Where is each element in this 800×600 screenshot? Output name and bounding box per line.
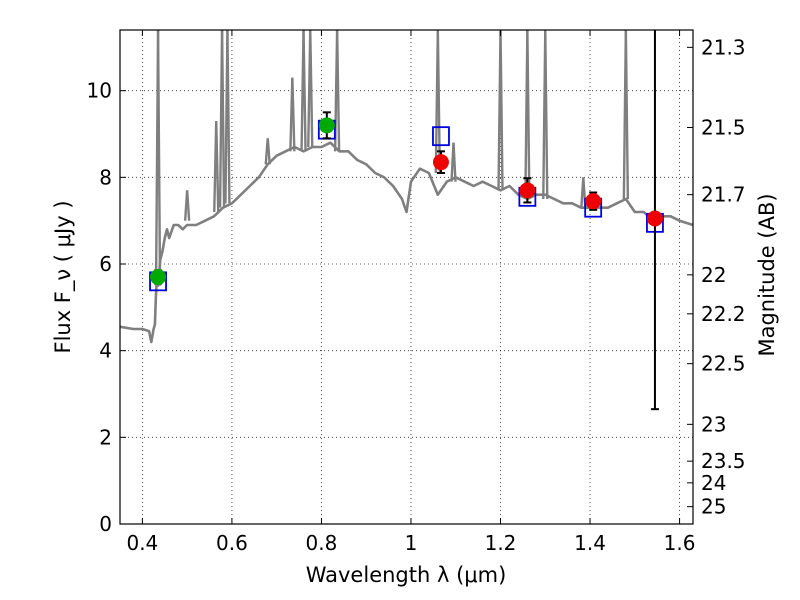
emission-line-spike <box>624 30 630 200</box>
emission-line-spike <box>226 30 231 204</box>
x-tick-label: 1 <box>405 531 418 555</box>
x-axis-label: Wavelength λ (μm) <box>306 563 507 587</box>
emission-line-spike <box>309 30 314 148</box>
optical-photometry-point <box>150 269 167 285</box>
y-tick-label: 10 <box>87 79 112 103</box>
x-tick-label: 1.4 <box>574 531 606 555</box>
y-tick-label: 6 <box>99 252 112 276</box>
optical-photometry-point <box>318 117 335 134</box>
plot-frame <box>119 29 694 525</box>
emission-line-spike <box>302 30 307 152</box>
series-group <box>120 30 693 411</box>
x-tick-label: 1.2 <box>485 531 517 555</box>
y-tick-label: 4 <box>99 339 112 363</box>
emission-line-spike <box>335 30 341 152</box>
y-right-tick-label: 23.5 <box>701 449 746 473</box>
emission-line-spike <box>499 30 504 191</box>
emission-line-spike <box>452 142 457 182</box>
model-photometry-square <box>432 126 450 147</box>
y-right-tick-label: 24 <box>701 471 726 495</box>
y-right-tick-label: 22.2 <box>701 302 746 326</box>
emission-line-spike <box>526 30 531 200</box>
y-tick-label: 8 <box>99 165 112 189</box>
y-axis-label: Flux F_ν ( μJy ) <box>51 200 76 353</box>
spectrum-line <box>120 141 693 344</box>
y-right-tick-label: 21.3 <box>701 35 746 59</box>
emission-line-spike <box>291 77 296 152</box>
nir-photometry-point <box>585 193 602 210</box>
emission-line-spike <box>544 30 549 200</box>
x-tick-label: 0.6 <box>216 531 248 555</box>
nir-photometry-point <box>432 154 449 171</box>
y-right-tick-label: 21.7 <box>701 183 746 207</box>
y-right-tick-label: 23 <box>701 412 726 436</box>
y-right-tick-label: 21.5 <box>701 116 746 140</box>
x-tick-label: 0.8 <box>306 531 338 555</box>
y-right-tick-label: 22.5 <box>701 352 746 376</box>
emission-line-spike <box>215 120 220 213</box>
y-axis-right-label: Magnitude (AB) <box>755 193 779 356</box>
grid <box>120 30 693 525</box>
axis-ticks: 0.4 0.6 0.8 1 1.2 1.4 1.6024681021.321.521.722… <box>87 30 746 555</box>
x-tick-label: 1.6 <box>664 531 696 555</box>
y-tick-label: 0 <box>99 512 112 536</box>
x-tick-label: 0.4 <box>126 531 158 555</box>
nir-photometry-point <box>519 182 536 199</box>
nir-photometry-point <box>646 210 663 227</box>
y-right-tick-label: 22 <box>701 263 726 287</box>
emission-line-spike <box>156 30 162 286</box>
y-right-tick-label: 25 <box>701 495 726 519</box>
emission-line-spike <box>185 190 191 221</box>
emission-line-spike <box>266 138 271 165</box>
plot-area <box>120 30 693 411</box>
emission-line-spike <box>436 30 442 174</box>
emission-line-spike <box>220 30 226 208</box>
y-tick-label: 2 <box>99 425 112 449</box>
